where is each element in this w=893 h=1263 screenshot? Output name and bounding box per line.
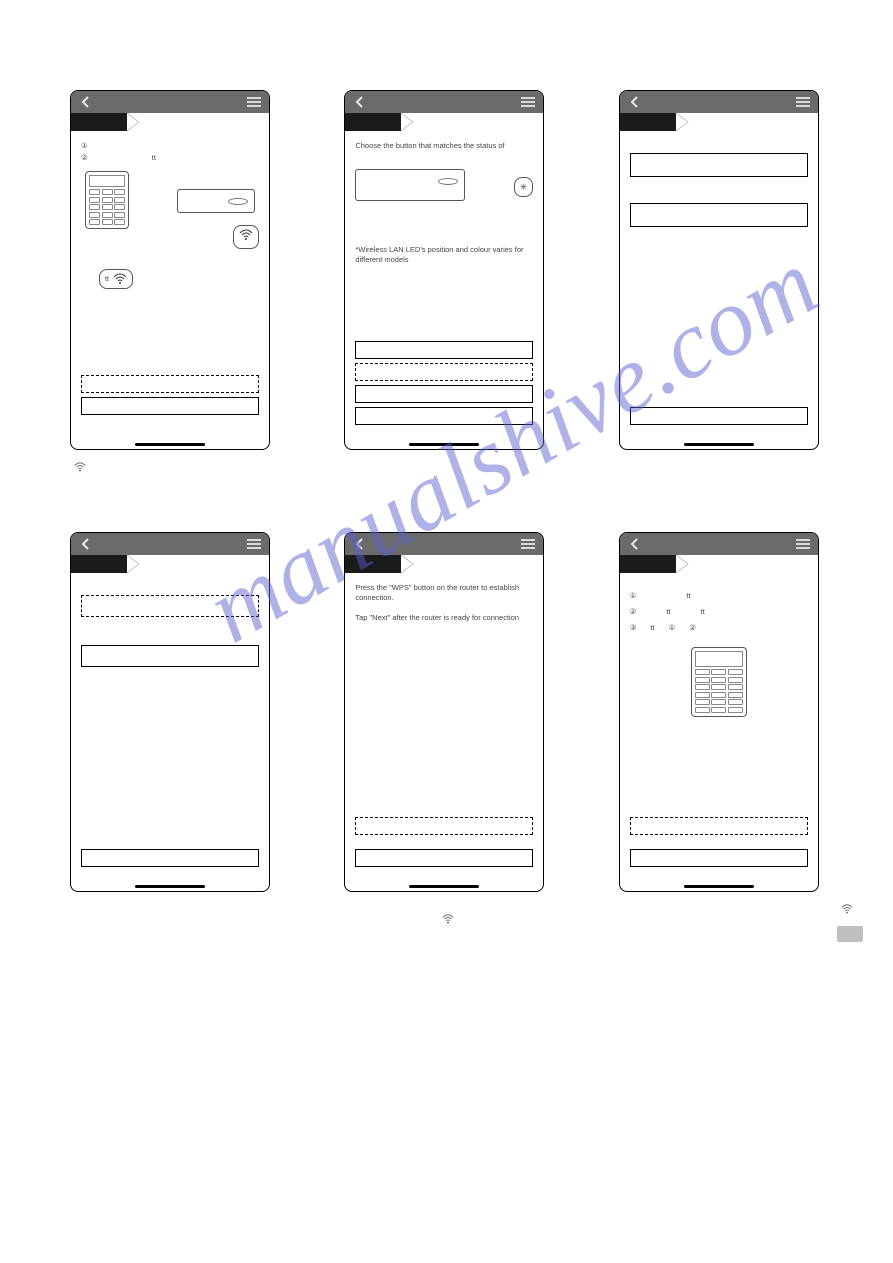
remote-illustration: [85, 171, 129, 229]
led-status-btn-1[interactable]: [355, 341, 533, 359]
led-status-btn-2[interactable]: [355, 363, 533, 381]
step-2: ②: [630, 607, 637, 617]
led-status-btn-3[interactable]: [355, 385, 533, 403]
button-option-b[interactable]: [81, 397, 259, 415]
menu-icon[interactable]: [521, 539, 535, 551]
menu-icon[interactable]: [521, 97, 535, 109]
led-status-btn-4[interactable]: [355, 407, 533, 425]
wifi-callout-2: tt: [99, 269, 133, 289]
cell-6: ① tt ② tt tt ③ tt ① ②: [619, 532, 823, 934]
callout-tt: tt: [105, 275, 109, 284]
caption-5: [344, 904, 548, 934]
wifi-icon: [239, 229, 253, 241]
phone-1: ① ② tt: [70, 90, 270, 450]
cell-5: Press the "WPS" button on the router to …: [344, 532, 548, 934]
step-2-mark: ②: [81, 153, 88, 163]
step-1-mark: ①: [81, 141, 88, 151]
caption-1: [70, 462, 274, 492]
option-btn-1[interactable]: [630, 153, 808, 177]
ac-unit-illustration: [355, 169, 465, 201]
remote-illustration: [691, 647, 747, 717]
wifi-icon: [113, 273, 127, 285]
back-icon[interactable]: [628, 95, 642, 109]
tt-3: tt: [701, 607, 705, 617]
wifi-icon: [442, 914, 454, 924]
cell-3: [619, 90, 823, 492]
back-icon[interactable]: [353, 95, 367, 109]
back-icon[interactable]: [79, 95, 93, 109]
screenshot-grid: ① ② tt: [0, 0, 893, 934]
phone-4: [70, 532, 270, 892]
note-tt: tt: [152, 153, 156, 163]
step-3: ③: [630, 623, 637, 633]
option-btn-2[interactable]: [630, 203, 808, 227]
next-button[interactable]: [630, 407, 808, 425]
breadcrumb: [71, 113, 269, 131]
wifi-icon: [74, 462, 86, 472]
menu-icon[interactable]: [796, 97, 810, 109]
wps-instruction-2: Tap "Next" after the router is ready for…: [355, 613, 533, 623]
caption-6: [619, 904, 823, 934]
button-option-a[interactable]: [81, 375, 259, 393]
footnote-text: *Wireless LAN LED's position and colour …: [355, 245, 533, 265]
option-btn-2[interactable]: [81, 645, 259, 667]
next-button[interactable]: [630, 817, 808, 835]
menu-icon[interactable]: [247, 539, 261, 551]
tt-2: tt: [666, 607, 670, 617]
instruction-text: Choose the button that matches the statu…: [355, 141, 533, 151]
cell-4: [70, 532, 274, 934]
cell-1: ① ② tt: [70, 90, 274, 492]
tt-1: tt: [686, 591, 690, 601]
back-icon[interactable]: [79, 537, 93, 551]
caption-4: [70, 904, 274, 934]
ac-unit-illustration: [177, 189, 255, 213]
sub-1: ①: [669, 623, 676, 633]
wifi-callout-1: [233, 225, 259, 248]
menu-icon[interactable]: [796, 539, 810, 551]
caption-2: [344, 462, 548, 492]
tt-4: tt: [650, 623, 654, 633]
phone-3: [619, 90, 819, 450]
back-icon[interactable]: [628, 537, 642, 551]
wifi-icon: [841, 904, 853, 914]
phone-6: ① tt ② tt tt ③ tt ① ②: [619, 532, 819, 892]
caption-3: [619, 462, 823, 492]
phone-5: Press the "WPS" button on the router to …: [344, 532, 544, 892]
next-button[interactable]: [81, 849, 259, 867]
en-badge: [837, 926, 863, 942]
cell-2: Choose the button that matches the statu…: [344, 90, 548, 492]
led-callout: ✳: [514, 177, 534, 197]
cancel-button[interactable]: [630, 849, 808, 867]
sub-2: ②: [689, 623, 696, 633]
wps-instruction-1: Press the "WPS" button on the router to …: [355, 583, 533, 603]
menu-icon[interactable]: [247, 97, 261, 109]
cancel-button[interactable]: [355, 849, 533, 867]
phone-2: Choose the button that matches the statu…: [344, 90, 544, 450]
option-btn-1[interactable]: [81, 595, 259, 617]
back-icon[interactable]: [353, 537, 367, 551]
step-1: ①: [630, 591, 637, 601]
next-button[interactable]: [355, 817, 533, 835]
topbar: [71, 91, 269, 113]
